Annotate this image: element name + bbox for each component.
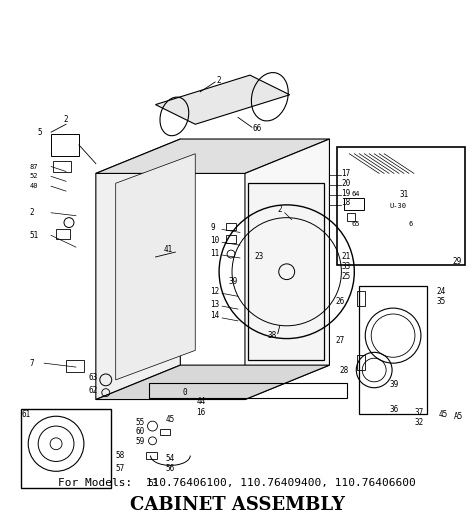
Polygon shape bbox=[248, 183, 325, 360]
Text: 31: 31 bbox=[399, 189, 408, 199]
Text: 5: 5 bbox=[37, 128, 42, 136]
Bar bbox=[66, 360, 84, 372]
Bar bbox=[357, 356, 365, 370]
Text: 35: 35 bbox=[437, 297, 446, 306]
Text: 12: 12 bbox=[210, 287, 219, 296]
Polygon shape bbox=[96, 365, 329, 400]
Text: 58: 58 bbox=[116, 451, 125, 460]
Text: 0: 0 bbox=[182, 388, 187, 397]
Text: 87: 87 bbox=[29, 163, 38, 170]
Text: 57: 57 bbox=[116, 464, 125, 473]
Bar bbox=[347, 213, 356, 221]
Text: 36: 36 bbox=[389, 405, 398, 414]
Text: 61: 61 bbox=[21, 410, 30, 419]
Text: 65: 65 bbox=[351, 221, 360, 227]
Bar bbox=[359, 286, 427, 414]
Text: 25: 25 bbox=[341, 272, 351, 281]
Polygon shape bbox=[96, 139, 329, 173]
Polygon shape bbox=[245, 139, 329, 400]
Bar bbox=[345, 198, 364, 210]
Text: CABINET ASSEMBLY: CABINET ASSEMBLY bbox=[129, 496, 345, 514]
Text: 60: 60 bbox=[136, 428, 145, 436]
Text: 54: 54 bbox=[165, 454, 175, 463]
Text: 18: 18 bbox=[341, 198, 351, 208]
Text: 7: 7 bbox=[29, 359, 34, 367]
Text: 16: 16 bbox=[196, 408, 206, 417]
Text: 17: 17 bbox=[341, 169, 351, 178]
Text: U-30: U-30 bbox=[389, 203, 406, 209]
Polygon shape bbox=[155, 75, 290, 124]
Text: 66: 66 bbox=[253, 124, 262, 133]
Bar bbox=[337, 147, 465, 265]
Bar bbox=[56, 229, 70, 239]
Text: 39: 39 bbox=[228, 277, 237, 286]
Text: 39: 39 bbox=[389, 380, 398, 389]
Polygon shape bbox=[116, 154, 195, 380]
Bar bbox=[53, 161, 71, 172]
Text: 2: 2 bbox=[278, 206, 283, 214]
Text: 51: 51 bbox=[29, 231, 38, 240]
Bar bbox=[161, 429, 170, 435]
Bar bbox=[146, 452, 157, 459]
Text: 38: 38 bbox=[268, 331, 277, 340]
Polygon shape bbox=[96, 139, 180, 400]
Bar bbox=[226, 235, 236, 243]
Text: 62: 62 bbox=[89, 386, 98, 395]
Text: 2: 2 bbox=[63, 115, 68, 124]
Bar bbox=[148, 383, 347, 398]
Bar bbox=[21, 409, 111, 488]
Text: 13: 13 bbox=[210, 299, 219, 309]
Text: 45: 45 bbox=[165, 415, 175, 424]
Text: 29: 29 bbox=[453, 257, 462, 266]
Text: 64: 64 bbox=[351, 191, 360, 197]
Text: 33: 33 bbox=[341, 262, 351, 271]
Text: 11: 11 bbox=[210, 249, 219, 257]
Text: 59: 59 bbox=[136, 438, 145, 446]
Text: 23: 23 bbox=[255, 252, 264, 262]
Bar bbox=[226, 223, 236, 230]
Text: A5: A5 bbox=[454, 412, 463, 421]
Text: 32: 32 bbox=[415, 418, 424, 427]
Text: 41: 41 bbox=[164, 244, 173, 254]
Text: 44: 44 bbox=[196, 397, 206, 406]
Text: 21: 21 bbox=[341, 252, 351, 262]
Text: 24: 24 bbox=[437, 287, 446, 296]
Text: 2: 2 bbox=[216, 76, 221, 85]
Text: 45: 45 bbox=[439, 410, 448, 419]
Text: 9: 9 bbox=[210, 223, 215, 232]
Text: 27: 27 bbox=[336, 336, 345, 345]
Text: 52: 52 bbox=[29, 173, 38, 180]
Text: 55: 55 bbox=[136, 418, 145, 427]
Text: For Models:  110.76406100, 110.76409400, 110.76406600: For Models: 110.76406100, 110.76409400, … bbox=[58, 479, 416, 488]
Text: 19: 19 bbox=[341, 188, 351, 198]
Bar bbox=[51, 134, 79, 156]
Text: 26: 26 bbox=[336, 297, 345, 306]
Bar bbox=[357, 291, 365, 306]
Text: 6: 6 bbox=[409, 221, 413, 227]
Text: 14: 14 bbox=[210, 311, 219, 320]
Text: 20: 20 bbox=[341, 179, 351, 188]
Text: 10: 10 bbox=[210, 236, 219, 245]
Text: 2: 2 bbox=[29, 208, 34, 217]
Text: 53: 53 bbox=[148, 479, 158, 487]
Text: 40: 40 bbox=[29, 183, 38, 189]
Text: 37: 37 bbox=[415, 408, 424, 417]
Text: 56: 56 bbox=[165, 464, 175, 473]
Text: 63: 63 bbox=[89, 373, 98, 383]
Text: 28: 28 bbox=[339, 365, 349, 375]
